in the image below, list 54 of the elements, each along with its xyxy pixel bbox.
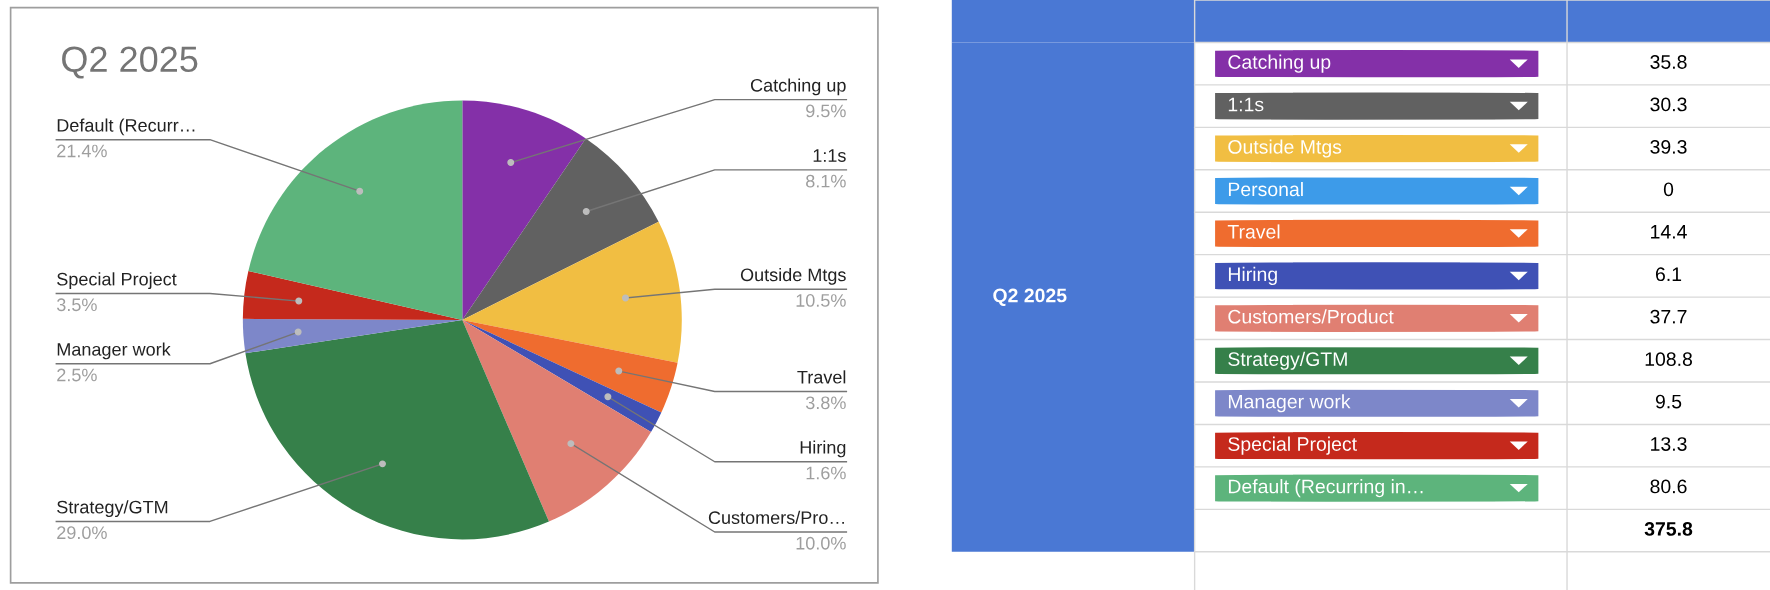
pie-slice xyxy=(462,319,651,522)
pie-slice xyxy=(248,100,463,320)
pie-slice xyxy=(462,221,682,363)
data-label: 108.8 xyxy=(1645,352,1692,367)
data-label: 35.8 xyxy=(1650,55,1687,69)
data-label: 80.6 xyxy=(1650,479,1687,494)
data-label: 13.3 xyxy=(1651,437,1687,451)
pie-slice xyxy=(462,319,678,413)
data-label: 21.4% xyxy=(57,144,107,158)
pie-slice xyxy=(462,319,662,433)
data-label: 39.3 xyxy=(1650,140,1687,154)
category-label: Hiring xyxy=(1228,266,1277,285)
data-label: 30.3 xyxy=(1650,97,1687,112)
pie-slice xyxy=(245,319,549,540)
category-label: Outside Mtgs xyxy=(1228,139,1342,158)
data-label: 14.4 xyxy=(1651,225,1687,239)
category-label: Customers/Product xyxy=(1228,309,1394,324)
slice-label: Special Project xyxy=(57,272,177,290)
category-label: Personal xyxy=(1228,181,1303,197)
chart-title: Q2 2025 xyxy=(62,46,198,79)
data-label: 8.1% xyxy=(806,174,846,188)
slice-label: Catching up xyxy=(750,78,846,96)
category-label: Default (Recurring in… xyxy=(1228,479,1423,498)
data-label: 10.5% xyxy=(796,294,846,307)
data-label: 3.5% xyxy=(56,298,97,312)
slice-label: Manager work xyxy=(57,342,171,360)
data-label: 0 xyxy=(1663,182,1674,197)
text: Q2 2025 xyxy=(993,288,1067,306)
slice-label: Customers/Pro… xyxy=(708,510,844,525)
slice-label: Strategy/GTM xyxy=(57,500,168,518)
slice-label: 1:1s xyxy=(813,149,846,162)
data-label: 3.8% xyxy=(805,396,846,410)
category-label: Strategy/GTM xyxy=(1228,351,1347,370)
data-label: 9.5 xyxy=(1655,394,1682,409)
category-label: Catching up xyxy=(1228,54,1331,73)
data-label: 2.5% xyxy=(57,368,97,382)
category-label: Travel xyxy=(1227,224,1280,239)
pie-slice xyxy=(242,270,463,320)
category-label: Manager work xyxy=(1228,394,1351,413)
data-label: 9.5% xyxy=(806,104,846,118)
slice-label: Travel xyxy=(797,370,846,384)
pie-slice xyxy=(462,100,586,320)
slice-label: Outside Mtgs xyxy=(740,267,846,285)
data-label: 29.0% xyxy=(57,526,107,540)
text: 375.8 xyxy=(1644,522,1693,536)
data-label: 6.1 xyxy=(1655,267,1682,282)
slice-label: Hiring xyxy=(800,440,846,458)
category-label: Special Project xyxy=(1228,436,1357,455)
data-label: 10.0% xyxy=(796,536,846,550)
category-label: 1:1s xyxy=(1228,97,1264,112)
data-label: 37.7 xyxy=(1650,309,1687,324)
slice-label: Default (Recurr… xyxy=(57,118,195,136)
pie-slice xyxy=(462,138,659,320)
data-label: 1.6% xyxy=(806,466,846,480)
